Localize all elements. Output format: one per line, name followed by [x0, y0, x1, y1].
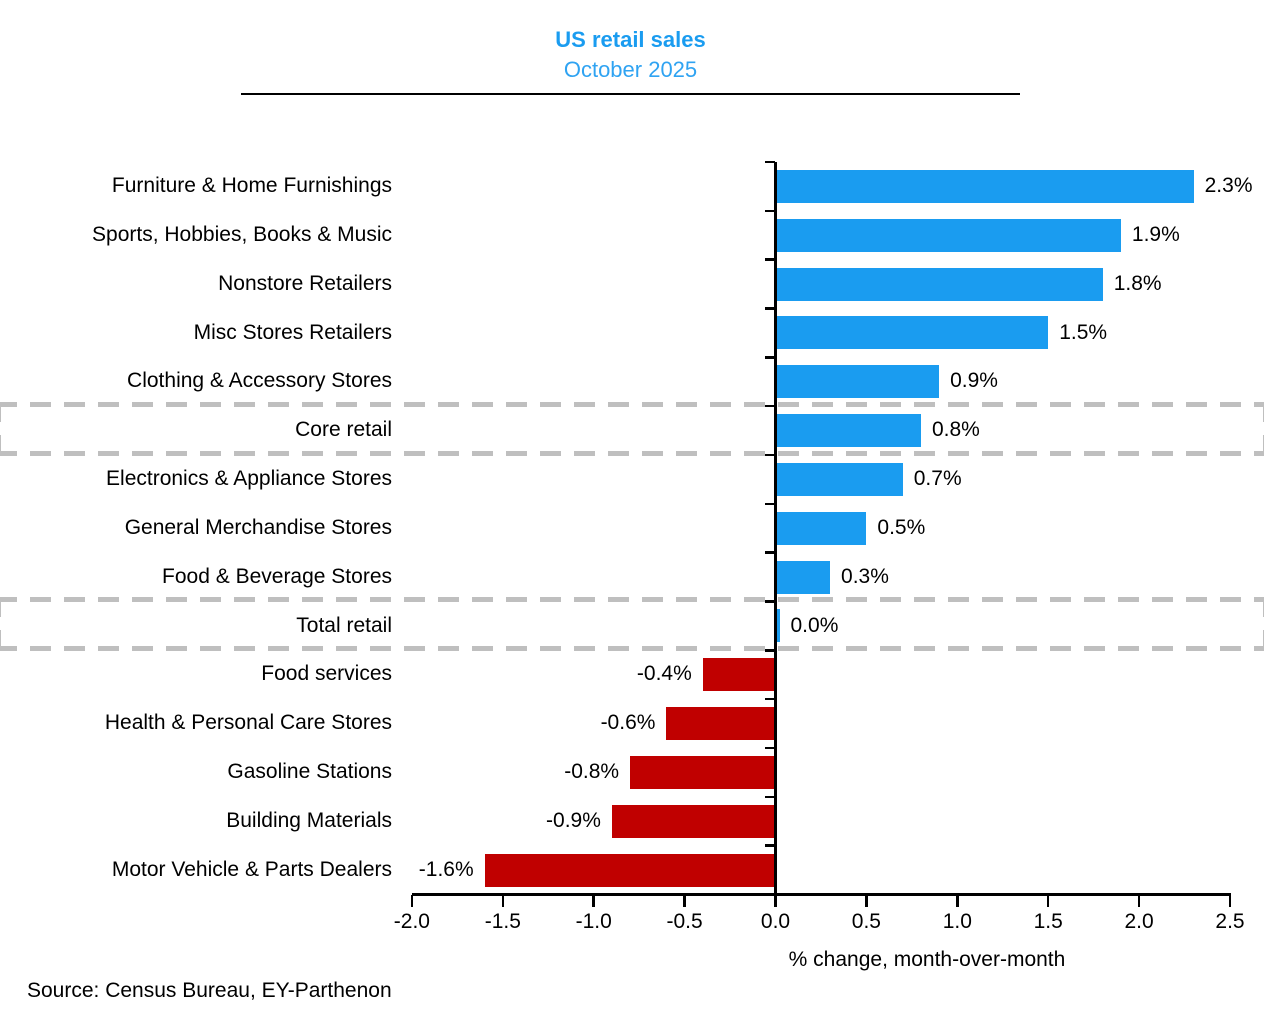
x-axis-tick: [774, 894, 777, 907]
x-tick-label-1.5: 1.5: [1033, 910, 1063, 933]
y-axis-tick: [764, 795, 775, 799]
chart-bar-motor-vehicle-parts-dealers: [484, 853, 776, 887]
category-label-total-retail: Total retail: [296, 613, 392, 637]
value-label-total-retail: 0.0%: [790, 613, 839, 637]
chart-bar-furniture-home-furnishings: [775, 169, 1194, 203]
x-tick-label-2.5: 2.5: [1215, 910, 1245, 933]
chart-bar-total-retail: [775, 609, 780, 643]
chart-title: US retail sales: [555, 27, 706, 52]
y-axis-line: [774, 162, 777, 895]
y-axis-tick: [764, 258, 775, 261]
chart-bar-nonstore-retailers: [775, 267, 1103, 301]
chart-bar-misc-stores-retailers: [775, 316, 1049, 350]
y-axis-tick: [764, 453, 775, 457]
category-label-clothing-accessory-stores: Clothing & Accessory Stores: [127, 369, 392, 393]
chart-bar-health-personal-care-stores: [666, 707, 776, 741]
chart-bar-general-merchandise-stores: [775, 511, 867, 545]
category-label-food-beverage-stores: Food & Beverage Stores: [162, 564, 392, 588]
category-label-furniture-home-furnishings: Furniture & Home Furnishings: [111, 174, 392, 197]
y-axis-tick: [764, 160, 775, 164]
value-label-clothing-accessory-stores: 0.9%: [950, 369, 998, 393]
y-axis-tick: [764, 404, 775, 408]
y-axis-tick: [764, 893, 775, 896]
chart-header: US retail sales October 2025: [241, 26, 1020, 95]
category-label-gasoline-stations: Gasoline Stations: [227, 760, 392, 783]
category-label-misc-stores-retailers: Misc Stores Retailers: [193, 320, 392, 344]
y-axis-tick: [764, 697, 775, 701]
chart-subtitle: October 2025: [563, 57, 698, 82]
x-tick-label-0.5: 0.5: [851, 910, 881, 933]
y-axis-tick: [764, 600, 775, 603]
value-label-gasoline-stations: -0.8%: [564, 760, 620, 783]
category-label-core-retail: Core retail: [295, 418, 392, 442]
value-label-sports-hobbies-books-music: 1.9%: [1131, 222, 1180, 246]
y-axis-tick: [764, 746, 775, 750]
category-label-nonstore-retailers: Nonstore Retailers: [218, 271, 392, 295]
value-label-food-services: -0.4%: [636, 662, 692, 686]
value-label-general-merchandise-stores: 0.5%: [877, 515, 926, 539]
value-label-furniture-home-furnishings: 2.3%: [1204, 174, 1253, 197]
x-axis-title: % change, month-over-month: [788, 948, 1066, 971]
x-axis-tick: [865, 894, 868, 907]
value-label-health-personal-care-stores: -0.6%: [600, 711, 656, 735]
value-label-electronics-appliance-stores: 0.7%: [913, 467, 962, 490]
x-axis-tick: [683, 894, 686, 907]
x-tick-label-2.0: 2.0: [1124, 910, 1154, 933]
chart-bar-food-services: [702, 658, 776, 692]
x-axis-tick: [592, 894, 595, 907]
x-axis-tick: [1228, 894, 1232, 907]
y-axis-tick: [764, 307, 775, 310]
category-label-health-personal-care-stores: Health & Personal Care Stores: [104, 711, 392, 735]
source-note: Source: Census Bureau, EY-Parthenon: [27, 979, 392, 1002]
x-tick-label--1.0: -1.0: [575, 910, 612, 933]
value-label-misc-stores-retailers: 1.5%: [1059, 320, 1108, 344]
chart-bar-building-materials: [611, 804, 776, 838]
category-label-motor-vehicle-parts-dealers: Motor Vehicle & Parts Dealers: [111, 857, 392, 881]
x-tick-label--0.5: -0.5: [666, 910, 703, 933]
y-axis-tick: [764, 551, 775, 554]
category-label-building-materials: Building Materials: [226, 808, 392, 832]
y-axis-tick: [764, 649, 775, 652]
highlight-box-total-retail: [0, 596, 1264, 651]
category-label-general-merchandise-stores: General Merchandise Stores: [124, 515, 392, 539]
x-tick-label--1.5: -1.5: [484, 910, 521, 933]
y-axis-tick: [764, 502, 775, 506]
chart-bar-food-beverage-stores: [775, 560, 831, 594]
x-axis-tick: [410, 894, 414, 907]
x-axis-line: [411, 893, 1232, 896]
x-tick-label-0.0: 0.0: [760, 910, 791, 933]
x-axis-tick: [1046, 894, 1050, 907]
category-label-food-services: Food services: [261, 662, 392, 686]
chart-bar-core-retail: [775, 414, 921, 448]
value-label-building-materials: -0.9%: [546, 808, 601, 832]
y-axis-tick: [764, 356, 775, 359]
x-axis-tick: [1137, 894, 1141, 907]
y-axis-tick: [764, 209, 775, 213]
value-label-motor-vehicle-parts-dealers: -1.6%: [418, 857, 474, 881]
category-label-sports-hobbies-books-music: Sports, Hobbies, Books & Music: [92, 222, 392, 246]
value-label-core-retail: 0.8%: [931, 418, 980, 442]
chart-bar-gasoline-stations: [630, 755, 776, 789]
x-axis-tick: [501, 894, 505, 907]
y-axis-tick: [764, 844, 775, 847]
chart-bar-sports-hobbies-books-music: [775, 218, 1121, 252]
chart-bar-electronics-appliance-stores: [775, 462, 903, 496]
value-label-nonstore-retailers: 1.8%: [1113, 271, 1162, 295]
value-label-food-beverage-stores: 0.3%: [841, 564, 889, 588]
category-label-electronics-appliance-stores: Electronics & Appliance Stores: [106, 467, 392, 490]
chart-bar-clothing-accessory-stores: [775, 365, 940, 399]
x-tick-label-1.0: 1.0: [942, 910, 972, 933]
highlight-box-core-retail: [0, 401, 1264, 456]
x-tick-label--2.0: -2.0: [393, 910, 430, 933]
x-axis-tick: [956, 894, 959, 907]
